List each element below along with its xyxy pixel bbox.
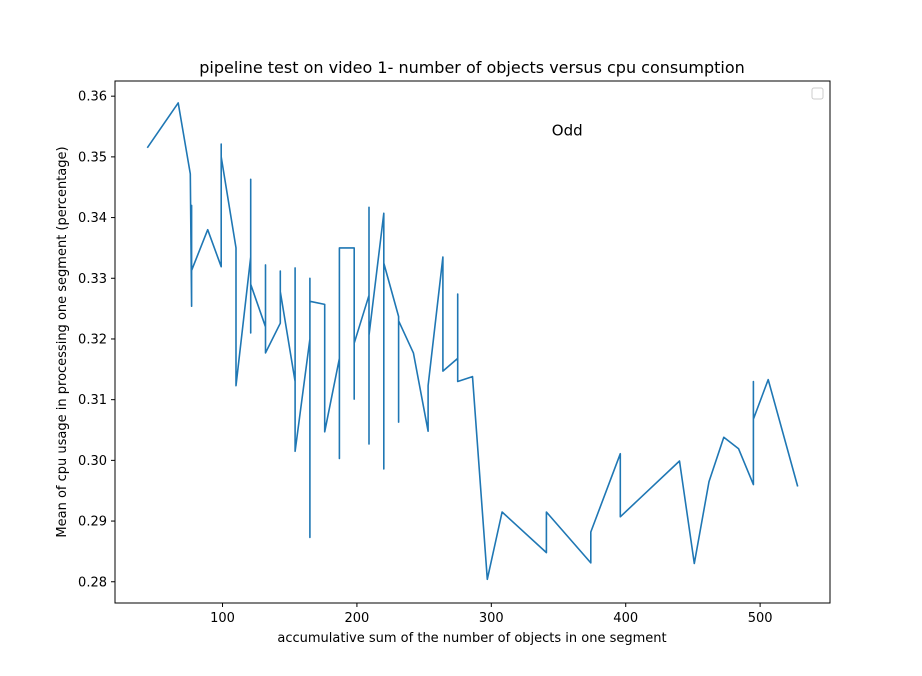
x-tick-label: 400 xyxy=(613,611,638,626)
x-tick-label: 300 xyxy=(479,611,504,626)
y-axis: 0.28 0.29 0.30 0.31 0.32 0.33 0.34 0.35 0.36 xyxy=(78,90,115,590)
odd-annotation: Odd xyxy=(552,122,583,140)
legend-box xyxy=(811,87,824,100)
y-tick-label: 0.30 xyxy=(78,454,107,469)
y-tick-label: 0.28 xyxy=(78,575,107,590)
y-tick-label: 0.32 xyxy=(78,332,107,347)
chart-title: pipeline test on video 1- number of obje… xyxy=(199,58,745,77)
x-tick-label: 100 xyxy=(210,611,235,626)
y-tick-label: 0.33 xyxy=(78,272,107,287)
x-tick-label: 200 xyxy=(345,611,370,626)
y-axis-label: Mean of cpu usage in processing one segm… xyxy=(55,146,70,537)
y-tick-label: 0.35 xyxy=(78,150,107,165)
y-tick-label: 0.36 xyxy=(78,90,107,105)
y-tick-label: 0.31 xyxy=(78,393,107,408)
x-axis: 100 200 300 400 500 xyxy=(210,603,773,626)
plot-area xyxy=(114,80,831,604)
cpu-usage-line xyxy=(146,102,799,581)
y-tick-label: 0.29 xyxy=(78,515,107,530)
x-axis-label: accumulative sum of the number of object… xyxy=(277,631,666,646)
y-tick-label: 0.34 xyxy=(78,211,107,226)
x-tick-label: 500 xyxy=(748,611,773,626)
